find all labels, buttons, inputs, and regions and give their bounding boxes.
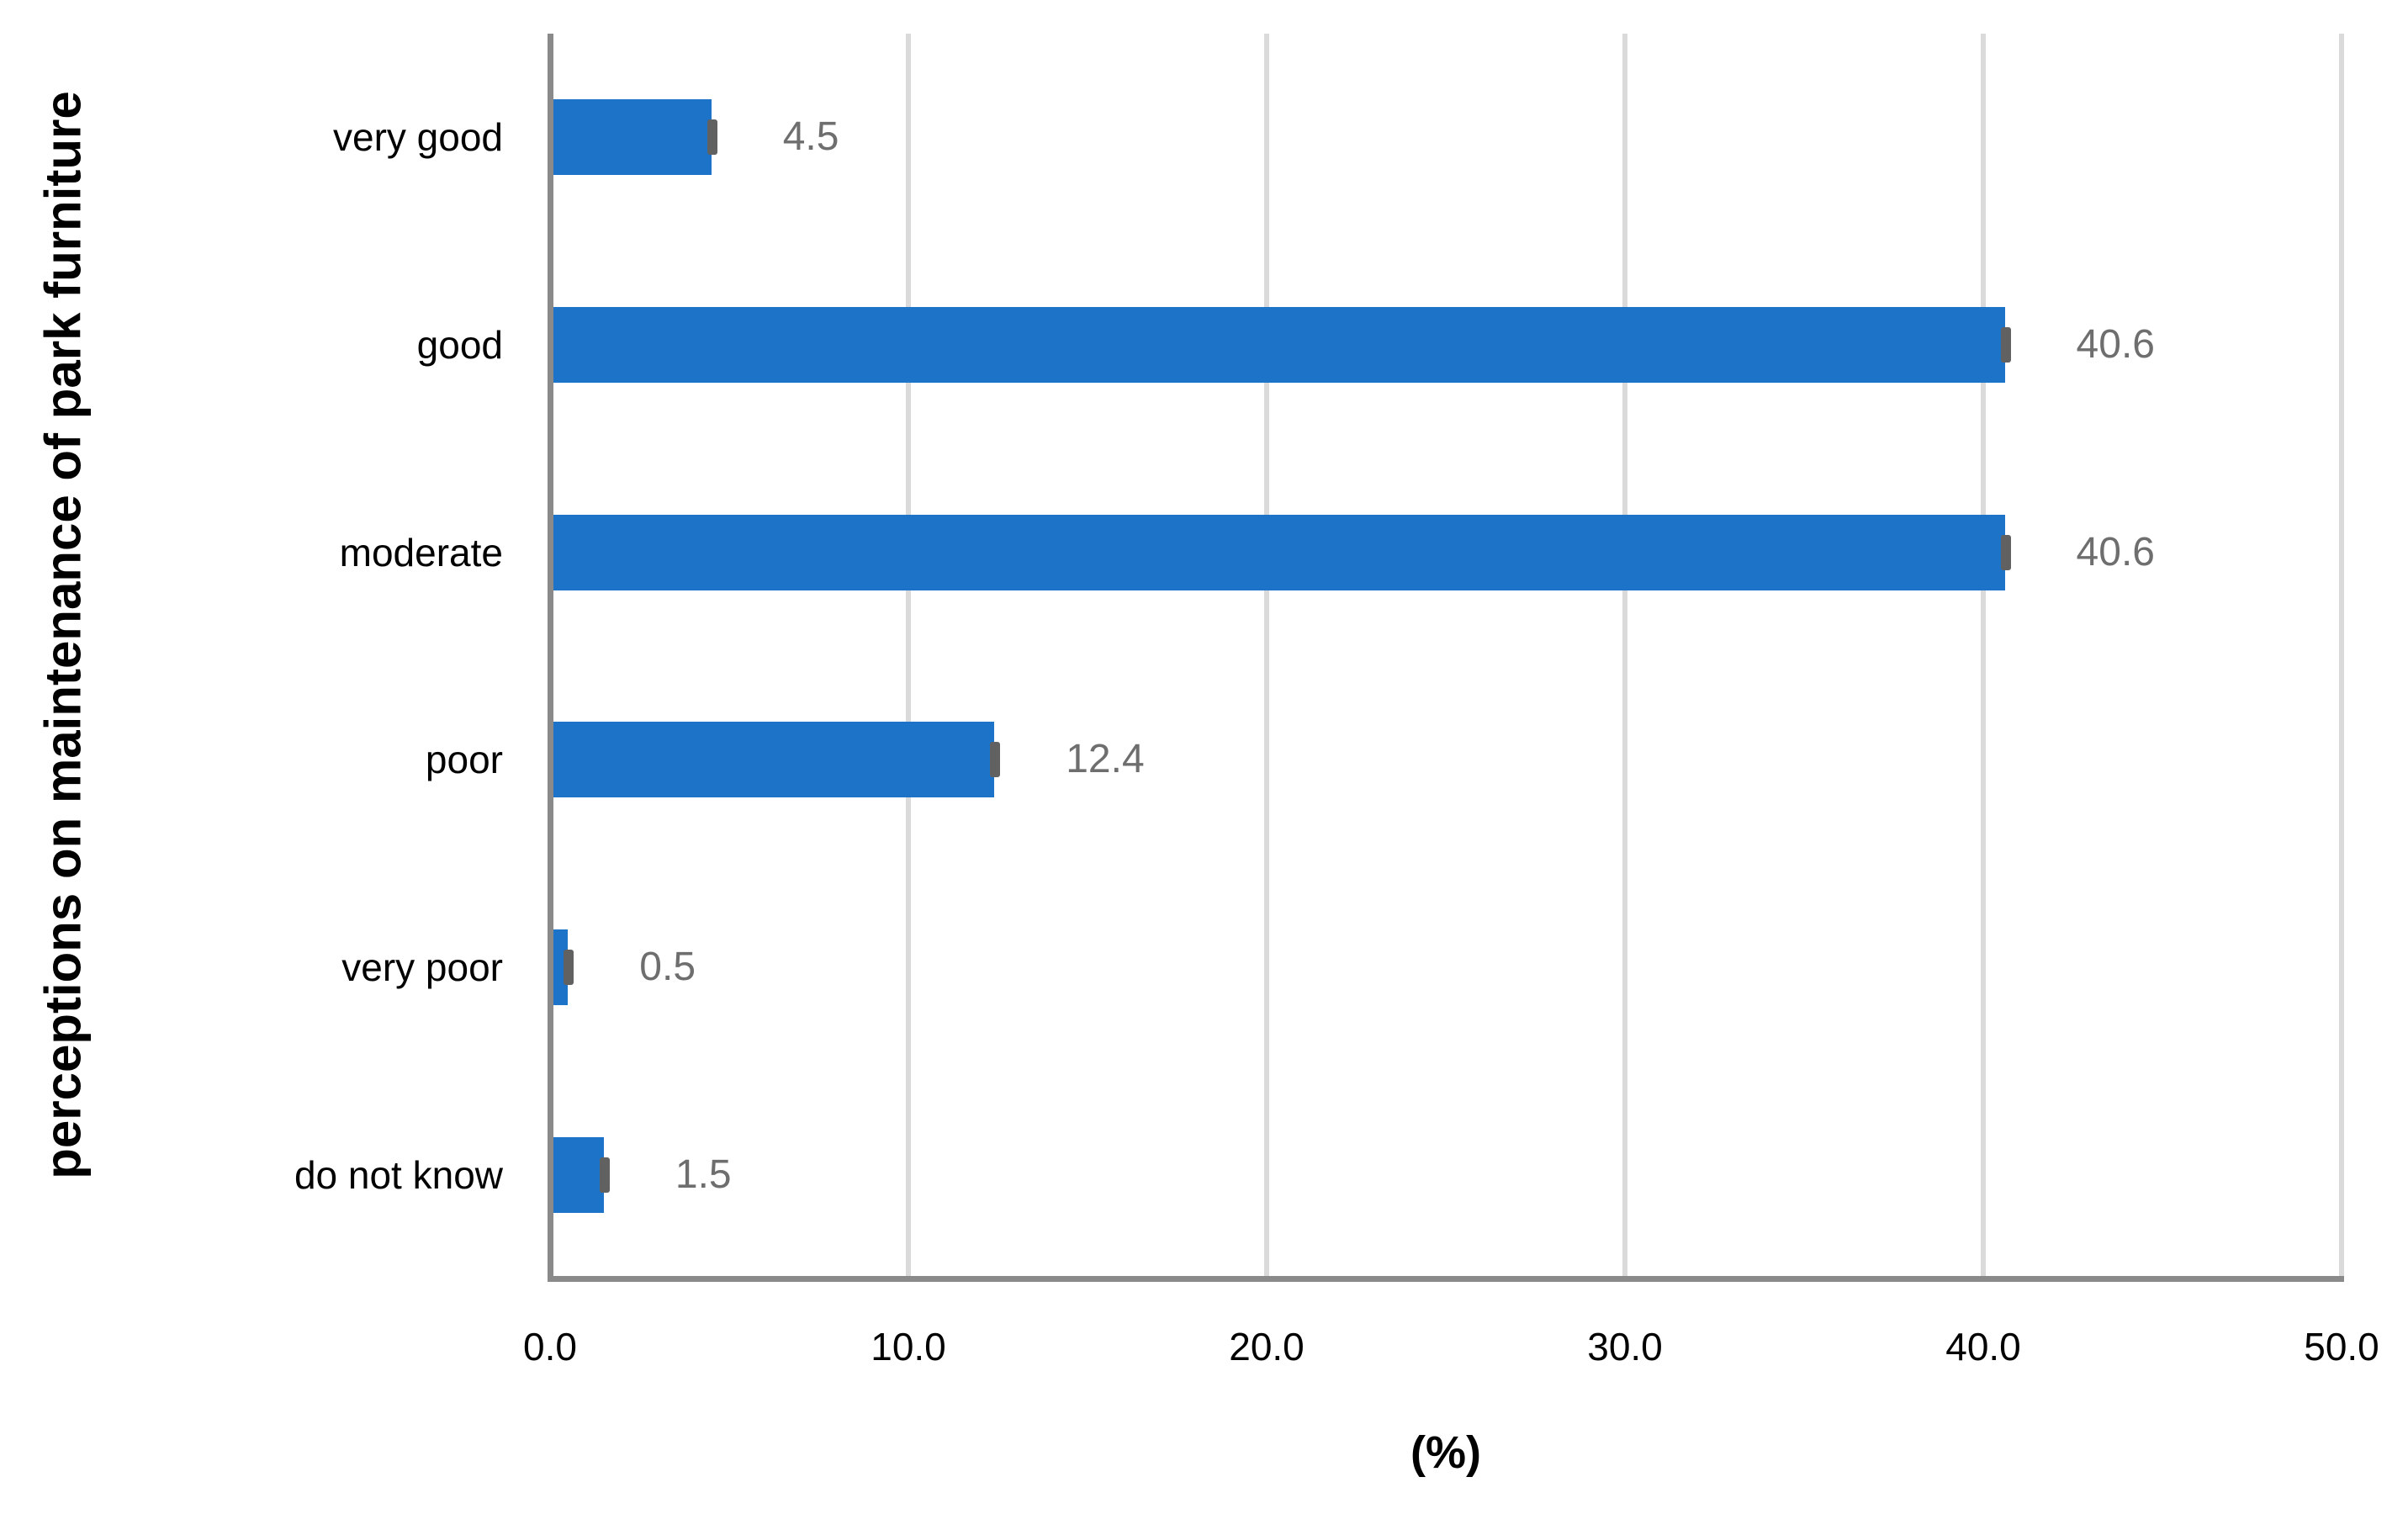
y-axis-line <box>548 34 553 1282</box>
bar-very-good <box>553 99 712 176</box>
bar-value-label: 1.5 <box>675 1151 732 1197</box>
x-axis-line <box>548 1276 2344 1282</box>
error-bar-cap <box>990 742 1001 778</box>
x-tick-label: 10.0 <box>871 1325 946 1369</box>
gridline-x-50.0 <box>2339 34 2344 1279</box>
bar-do-not-know <box>553 1136 604 1213</box>
error-bar-cap <box>2000 534 2011 570</box>
bar-value-label: 12.4 <box>1066 737 1145 782</box>
category-label-very-good: very good <box>332 115 503 160</box>
x-tick-label: 0.0 <box>523 1325 577 1369</box>
x-tick-label: 20.0 <box>1229 1325 1305 1369</box>
x-axis-title: (%) <box>1410 1427 1481 1478</box>
gridline-x-40.0 <box>1981 34 1986 1279</box>
bar-good <box>553 307 2005 383</box>
bar-value-label: 4.5 <box>782 114 839 160</box>
x-tick-label: 40.0 <box>1945 1325 2021 1369</box>
error-bar-cap <box>564 950 574 985</box>
gridline-x-20.0 <box>1264 34 1269 1279</box>
x-tick-label: 50.0 <box>2304 1325 2379 1369</box>
bar-value-label: 40.6 <box>2076 322 2155 367</box>
y-axis-title: perceptions on maintenance of park furni… <box>34 91 92 1179</box>
gridline-x-10.0 <box>906 34 911 1279</box>
category-label-do-not-know: do not know <box>294 1152 503 1197</box>
error-bar-cap <box>599 1157 610 1193</box>
error-bar-cap <box>707 119 717 156</box>
category-label-poor: poor <box>425 738 503 782</box>
gridline-x-30.0 <box>1622 34 1627 1279</box>
x-tick-label: 30.0 <box>1587 1325 1663 1369</box>
bar-value-label: 0.5 <box>639 945 696 989</box>
bar-very-poor <box>553 929 569 1005</box>
bar-poor <box>553 722 995 798</box>
category-label-moderate: moderate <box>339 530 503 574</box>
bar-moderate <box>553 514 2005 590</box>
category-label-good: good <box>416 323 503 367</box>
category-label-very-poor: very poor <box>341 945 503 989</box>
error-bar-cap <box>2000 327 2011 363</box>
bar-value-label: 40.6 <box>2076 529 2155 574</box>
